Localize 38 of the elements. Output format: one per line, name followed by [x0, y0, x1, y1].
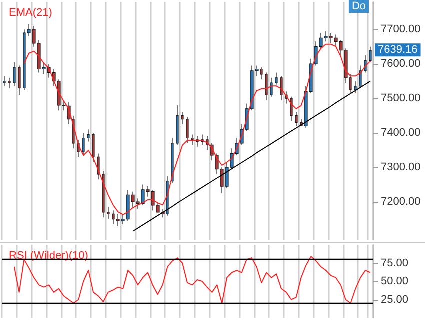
candlestick — [270, 78, 273, 98]
candlestick — [186, 117, 189, 144]
series-label: RSI (Wilder)(10) — [9, 250, 88, 262]
candlestick — [191, 134, 194, 146]
candlestick — [290, 96, 293, 122]
candlestick — [275, 72, 278, 86]
candlestick — [359, 66, 362, 89]
y-tick-label: 7500.00 — [381, 92, 421, 105]
line-series — [132, 80, 372, 232]
y-tick-label: 75.00 — [381, 257, 409, 270]
candlestick — [171, 138, 174, 184]
candlestick — [13, 62, 16, 87]
candlestick — [369, 46, 372, 63]
candlestick — [176, 105, 179, 146]
candlestick — [87, 129, 90, 142]
candlestick — [181, 112, 184, 125]
y-tick-label: 7700.00 — [381, 24, 421, 36]
y-tick-label: 50.00 — [381, 276, 409, 288]
text: 7639.16 — [378, 44, 418, 56]
candlestick — [8, 78, 11, 89]
candlestick — [265, 72, 268, 101]
y-tick-label: 7400.00 — [381, 127, 421, 140]
candlestick — [92, 132, 95, 163]
candlestick — [107, 206, 110, 220]
candlestick — [82, 132, 85, 156]
y-tick-label: 25.00 — [381, 294, 409, 306]
line-series — [24, 44, 372, 216]
candlestick — [102, 170, 105, 218]
candlestick — [354, 81, 357, 94]
text: EMA(21) — [9, 7, 52, 19]
candlestick — [295, 112, 298, 126]
candlestick — [3, 76, 6, 87]
y-tick-label: 7600.00 — [381, 58, 421, 70]
y-tick-label: 7200.00 — [381, 196, 421, 208]
annotation: Do — [352, 0, 366, 12]
candlestick — [18, 66, 21, 96]
y-tick-label: 7300.00 — [381, 162, 421, 174]
candlestick — [280, 76, 283, 101]
